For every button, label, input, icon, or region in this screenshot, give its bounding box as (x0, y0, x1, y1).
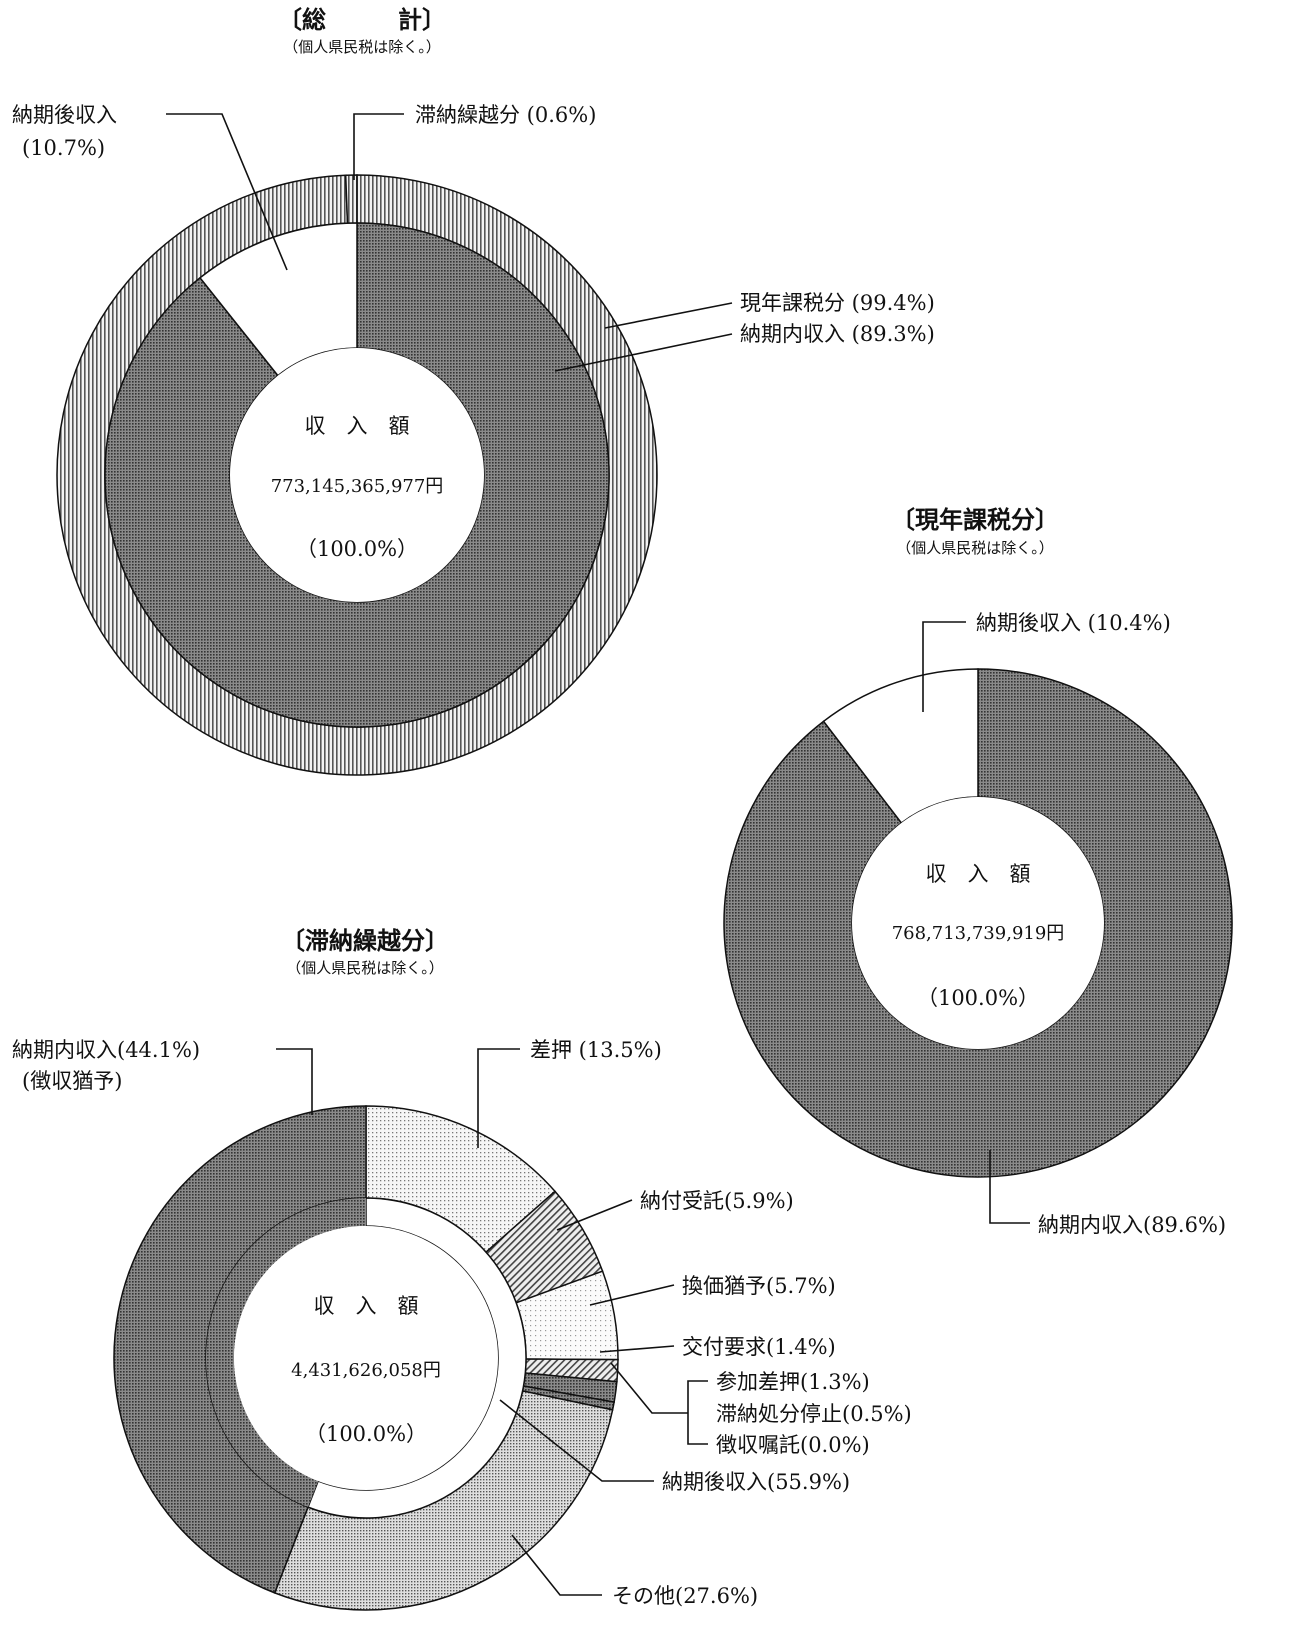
label-arrears-other: その他(27.6%) (612, 1584, 758, 1608)
chart-current-center-percent: （100.0%） (917, 986, 1039, 1010)
chart-current-center-amount: 768,713,739,919円 (892, 923, 1065, 944)
label-arrears-request: 交付要求(1.4%) (682, 1335, 836, 1359)
label-arrears-late-payment: 納期後収入(55.9%) (662, 1470, 850, 1494)
chart-total: 〔総 計〕 （個人県民税は除く。） 収 入 額 773,145,365,977円… (12, 5, 935, 776)
label-total-late-payment: 納期後収入 (12, 103, 117, 127)
chart-total-rings (56, 174, 658, 776)
chart-current-title: 〔現年課税分〕 (891, 505, 1059, 534)
label-total-current-year: 現年課税分 (99.4%) (740, 291, 935, 315)
leader-arrears-late-payment (499, 1399, 654, 1482)
chart-total-hole (230, 348, 484, 602)
label-arrears-seizure: 差押 (13.5%) (530, 1038, 662, 1062)
chart-arrears-center-percent: （100.0%） (305, 1422, 427, 1446)
chart-total-center-label: 収 入 額 (305, 414, 410, 438)
leader-total-arrears (353, 113, 404, 180)
chart-arrears-title: 〔滞納繰越分〕 (281, 926, 449, 955)
chart-total-center-percent: （100.0%） (296, 537, 418, 561)
leader-total-ontime-payment (554, 333, 733, 372)
arrears-inner-slice-ontime (206, 1198, 366, 1508)
leader-arrears-other (511, 1534, 602, 1596)
label-arrears-participation: 参加差押(1.3%) (716, 1370, 870, 1394)
label-arrears-commission: 徴収嘱託(0.0%) (716, 1433, 870, 1457)
leader-total-late-payment (166, 113, 288, 271)
leader-arrears-bracket-pointer (610, 1362, 688, 1414)
leader-arrears-ontime (276, 1048, 313, 1115)
label-current-late-payment: 納期後収入 (10.4%) (976, 611, 1171, 635)
chart-arrears-hole (234, 1226, 498, 1490)
leader-arrears-entrust (556, 1199, 633, 1231)
label-arrears-ontime: 納期内収入(44.1%) (12, 1038, 200, 1062)
label-arrears-suspension: 滞納処分停止(0.5%) (716, 1402, 912, 1426)
chart-arrears-outer-ring (113, 1105, 619, 1611)
chart-arrears-center-label: 収 入 額 (314, 1294, 419, 1318)
leader-arrears-conversion (589, 1284, 675, 1306)
chart-arrears: 〔滞納繰越分〕 （個人県民税は除く。） 収 入 額 4,431,626,058円… (12, 926, 912, 1611)
leader-current-ontime-payment (989, 1150, 1030, 1224)
chart-arrears-center-amount: 4,431,626,058円 (291, 1360, 441, 1381)
total-outer-slice-1 (344, 174, 358, 224)
chart-total-subtitle: （個人県民税は除く。） (283, 38, 441, 56)
chart-current-center-label: 収 入 額 (926, 862, 1031, 886)
chart-arrears-subtitle: （個人県民税は除く。） (286, 959, 444, 977)
leader-arrears-bracket (687, 1380, 708, 1445)
label-current-ontime-payment: 納期内収入(89.6%) (1038, 1213, 1226, 1237)
chart-current-hole (852, 797, 1104, 1049)
leader-arrears-seizure (477, 1048, 520, 1148)
leader-current-late-payment (922, 621, 966, 712)
leader-arrears-request (599, 1345, 675, 1353)
label-total-ontime-payment: 納期内収入 (89.3%) (740, 322, 935, 346)
leader-total-current-year (604, 302, 733, 329)
label-total-arrears: 滞納繰越分 (0.6%) (415, 103, 596, 127)
chart-current-year: 〔現年課税分〕 （個人県民税は除く。） 収 入 額 768,713,739,91… (723, 505, 1233, 1237)
label-arrears-conversion: 換価猶予(5.7%) (682, 1274, 836, 1298)
label-arrears-ontime-sub: (徴収猶予) (22, 1069, 122, 1093)
chart-total-center-amount: 773,145,365,977円 (271, 476, 444, 497)
label-arrears-entrust: 納付受託(5.9%) (640, 1189, 794, 1213)
label-total-late-payment-percent: (10.7%) (22, 136, 105, 160)
chart-total-title: 〔総 計〕 (278, 5, 446, 34)
chart-current-subtitle: （個人県民税は除く。） (896, 539, 1054, 557)
